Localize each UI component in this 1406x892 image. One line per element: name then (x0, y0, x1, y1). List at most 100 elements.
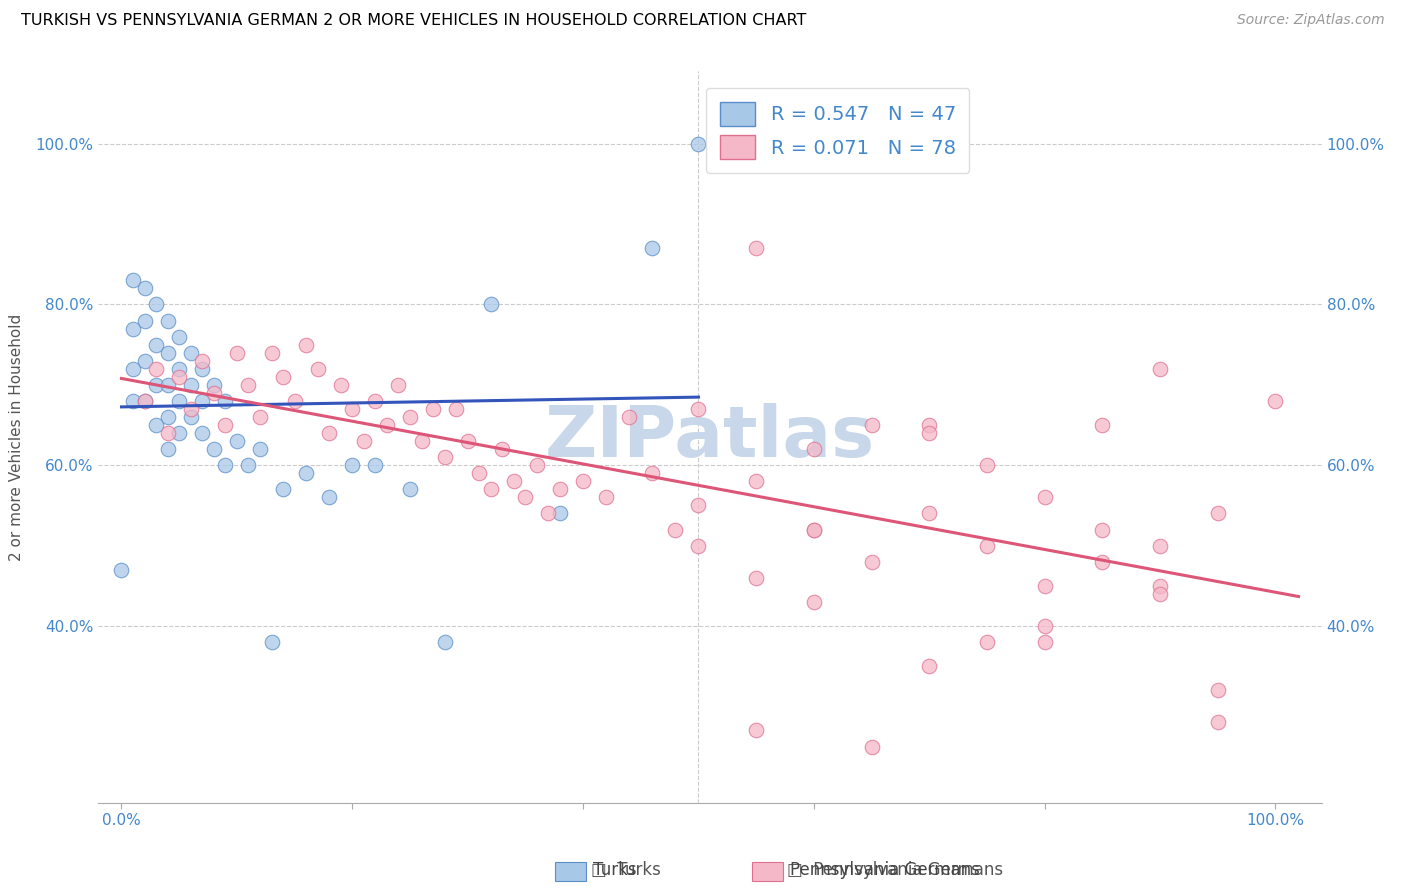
Point (479, 483, 502, 497)
Point (134, 313, 156, 327)
Point (422, 401, 444, 416)
Point (918, 507, 941, 521)
Point (595, 491, 617, 505)
Point (364, 458, 387, 473)
Point (803, 523, 825, 537)
Point (364, 393, 387, 408)
Point (318, 425, 340, 440)
Point (803, 442, 825, 457)
Point (167, 361, 190, 376)
Point (145, 297, 167, 311)
Point (134, 281, 156, 295)
Point (249, 409, 271, 424)
Point (329, 377, 352, 392)
Text: Pennsylvania Germans: Pennsylvania Germans (790, 861, 980, 879)
Point (342, 458, 364, 473)
Point (214, 417, 236, 432)
Point (1206, 715, 1229, 730)
Point (191, 393, 214, 408)
Point (548, 483, 571, 497)
Point (353, 434, 375, 449)
Point (214, 458, 236, 473)
Point (526, 458, 548, 473)
Point (1091, 523, 1114, 537)
Point (457, 434, 479, 449)
Point (122, 321, 145, 335)
Point (860, 739, 883, 754)
Point (271, 483, 294, 497)
Point (860, 555, 883, 569)
Text: □  Turks: □ Turks (591, 861, 661, 879)
Point (375, 417, 398, 432)
Point (167, 425, 190, 440)
Point (191, 353, 214, 368)
Point (134, 393, 156, 408)
Point (180, 345, 202, 359)
Point (145, 377, 167, 392)
Point (167, 369, 190, 384)
Point (399, 409, 422, 424)
Text: TURKISH VS PENNSYLVANIA GERMAN 2 OR MORE VEHICLES IN HOUSEHOLD CORRELATION CHART: TURKISH VS PENNSYLVANIA GERMAN 2 OR MORE… (21, 13, 807, 29)
Point (1149, 579, 1171, 593)
Point (191, 425, 214, 440)
Point (745, 475, 768, 489)
Point (515, 491, 537, 505)
Point (745, 571, 768, 585)
Point (537, 507, 560, 521)
Point (664, 523, 686, 537)
Point (491, 442, 513, 457)
Point (249, 442, 271, 457)
Point (156, 377, 179, 392)
Point (134, 393, 156, 408)
Point (156, 442, 179, 457)
Point (1091, 417, 1114, 432)
Point (180, 377, 202, 392)
Point (167, 393, 190, 408)
Point (156, 409, 179, 424)
Point (295, 467, 318, 481)
Point (295, 337, 318, 351)
Point (342, 401, 364, 416)
Point (260, 635, 283, 649)
Point (238, 458, 260, 473)
Point (1264, 393, 1286, 408)
Point (145, 337, 167, 351)
Point (387, 377, 409, 392)
Point (433, 450, 456, 465)
Point (745, 241, 768, 255)
Point (976, 458, 998, 473)
Point (548, 507, 571, 521)
Point (918, 417, 941, 432)
Point (167, 329, 190, 343)
Point (572, 475, 595, 489)
Point (238, 377, 260, 392)
Point (619, 409, 641, 424)
Point (180, 401, 202, 416)
Point (1149, 361, 1171, 376)
Point (976, 635, 998, 649)
Point (918, 659, 941, 673)
Point (122, 393, 145, 408)
Point (976, 539, 998, 553)
Point (1206, 507, 1229, 521)
Point (191, 361, 214, 376)
Point (641, 467, 664, 481)
Point (444, 401, 467, 416)
Point (468, 467, 491, 481)
Point (479, 297, 502, 311)
Point (202, 377, 225, 392)
Point (1033, 635, 1056, 649)
Point (156, 425, 179, 440)
Point (1149, 587, 1171, 601)
Point (1149, 539, 1171, 553)
Point (688, 136, 710, 151)
Point (688, 401, 710, 416)
Point (225, 345, 247, 359)
Point (180, 409, 202, 424)
Point (202, 385, 225, 400)
Point (502, 475, 524, 489)
Point (284, 393, 307, 408)
Point (134, 353, 156, 368)
Point (399, 483, 422, 497)
Point (145, 417, 167, 432)
